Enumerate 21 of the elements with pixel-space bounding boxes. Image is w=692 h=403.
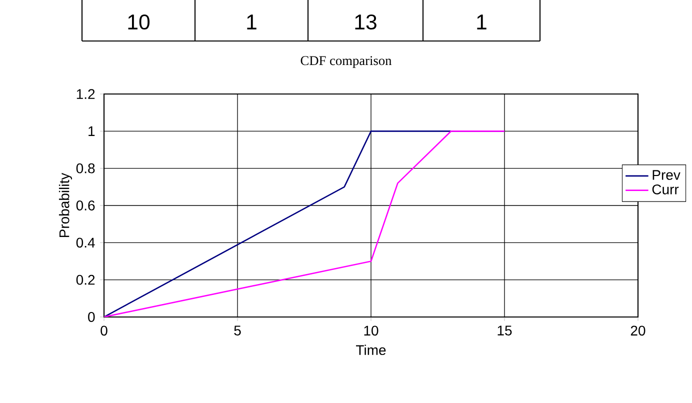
y-tick-label: 0.6 [76,200,95,210]
x-tick-label: 0 [100,326,108,336]
text: 13 [355,14,376,30]
y-tick-label: 1.2 [76,89,95,99]
legend-label: Curr [652,184,679,194]
y-tick-label: 0.8 [76,163,95,174]
y-tick-label: 0.4 [76,238,95,248]
y-tick-label: 0.2 [76,274,95,285]
x-axis-title: Time [356,344,386,356]
y-tick-label: 1 [88,126,95,136]
chart-title: CDF comparison [300,56,392,68]
x-tick-label: 5 [234,326,241,336]
y-axis-title: Probability [58,172,72,238]
legend-label: Prev [652,170,680,180]
y-tick-label: 0 [88,312,95,322]
text: 10 [128,14,150,30]
text: 1 [247,14,256,30]
text: 1 [477,14,486,30]
x-tick-label: 20 [630,326,646,336]
x-tick-label: 15 [498,326,512,336]
x-tick-label: 10 [364,326,378,336]
